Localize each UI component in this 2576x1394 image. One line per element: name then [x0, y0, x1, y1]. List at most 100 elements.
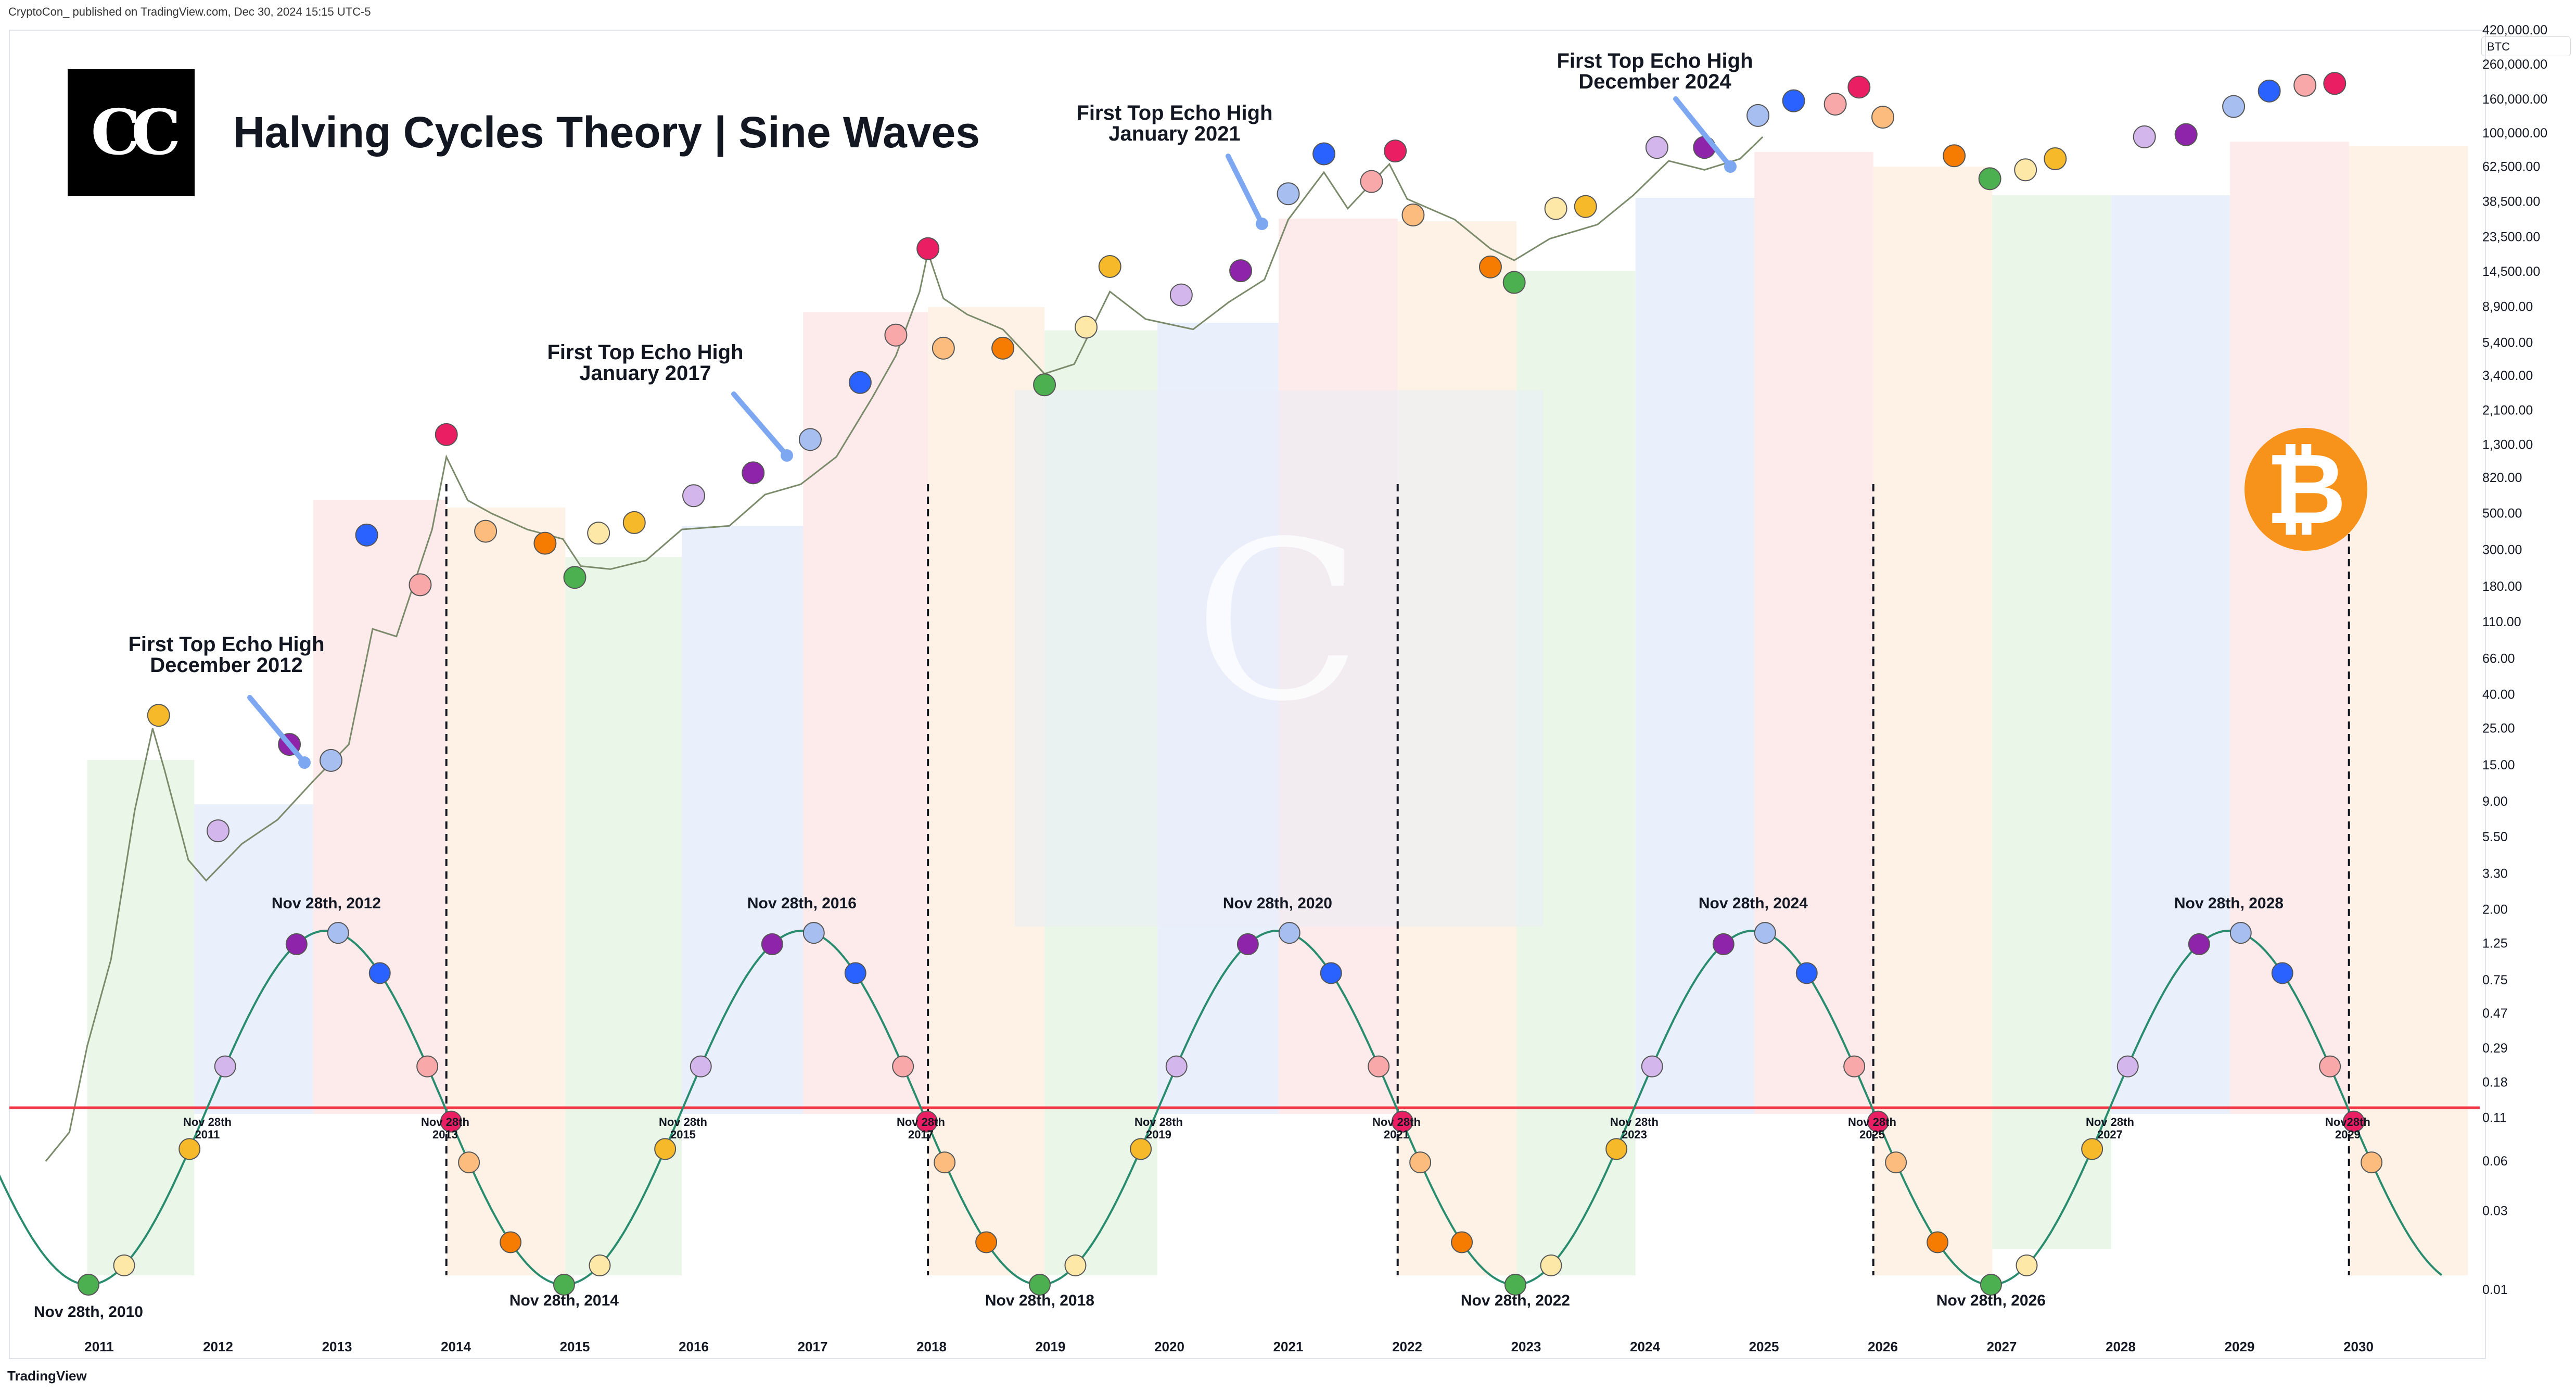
y-axis-tick: 9.00	[2482, 794, 2508, 809]
echo-label-2021: First Top Echo High January 2021	[1076, 103, 1272, 144]
sine-cycle-dot	[214, 1055, 236, 1078]
crossing-label-line2: 2013	[432, 1128, 458, 1141]
sine-cycle-dot	[1409, 1151, 1432, 1174]
sine-cycle-dot	[2342, 1110, 2365, 1133]
y-axis-tick: 0.06	[2482, 1154, 2508, 1169]
y-axis-tick: 300.00	[2482, 543, 2522, 557]
sine-trough-label: Nov 28th, 2026	[1936, 1292, 2046, 1309]
price-cycle-dot	[622, 511, 646, 534]
y-axis-tick: 100,000.00	[2482, 126, 2547, 141]
price-cycle-dot	[1823, 92, 1847, 116]
x-axis-tick: 2015	[560, 1339, 590, 1354]
echo-label-line1: First Top Echo High	[1557, 49, 1753, 72]
x-axis-tick: 2013	[322, 1339, 352, 1354]
price-cycle-dot	[2293, 73, 2317, 97]
price-cycle-dot	[1401, 203, 1425, 226]
sine-cycle-dot	[690, 1055, 712, 1078]
price-cycle-dot	[563, 566, 586, 589]
crossing-label-line2: 2015	[670, 1128, 696, 1141]
price-cycle-dot	[474, 519, 498, 543]
sine-trough-label: Nov 28th, 2018	[985, 1292, 1094, 1309]
cycle-zone	[2349, 146, 2468, 1275]
price-cycle-dot	[1360, 170, 1383, 193]
x-axis-tick: 2024	[1630, 1339, 1660, 1354]
sine-cycle-dot	[2319, 1055, 2341, 1078]
crossing-label-line1: Nov 28th	[2086, 1116, 2134, 1129]
y-axis-tick: 23,500.00	[2482, 230, 2540, 245]
sine-cycle-dot	[1236, 933, 1259, 955]
y-axis-tick: 0.03	[2482, 1204, 2508, 1219]
y-axis-tick: 2.00	[2482, 903, 2508, 917]
crossing-label-line1: Nov28th	[2325, 1116, 2370, 1129]
y-axis-tick: 180.00	[2482, 579, 2522, 594]
echo-label-line2: December 2024	[1578, 70, 1731, 93]
echo-arrow	[1226, 154, 1265, 226]
echo-label-2024: First Top Echo High December 2024	[1557, 50, 1753, 92]
price-cycle-dot	[1574, 195, 1597, 218]
sine-cycle-dot	[1867, 1110, 1889, 1133]
echo-label-line1: First Top Echo High	[547, 341, 744, 364]
price-cycle-dot	[1871, 106, 1894, 129]
echo-label-line1: First Top Echo High	[1076, 102, 1273, 124]
cycle-zone	[1754, 152, 1873, 1114]
sine-cycle-dot	[1885, 1151, 1907, 1174]
crossing-label-line1: Nov 28th	[421, 1116, 469, 1129]
price-cycle-dot	[1075, 315, 1098, 339]
cycle-zone	[446, 508, 566, 1275]
x-axis-tick: 2018	[916, 1339, 947, 1354]
price-cycle-dot	[1943, 144, 1966, 168]
echo-label-2017: First Top Echo High January 2017	[547, 342, 743, 384]
sine-cycle-dot	[2271, 962, 2293, 984]
sine-cycle-dot	[1795, 962, 1818, 984]
x-axis-tick: 2017	[798, 1339, 828, 1354]
sine-cycle-dot	[1641, 1055, 1663, 1078]
sine-peak-label: Nov 28th, 2016	[747, 895, 857, 912]
sine-cycle-dot	[1540, 1254, 1562, 1276]
echo-arrow-head	[1256, 218, 1268, 230]
price-cycle-dot	[2044, 147, 2067, 171]
y-axis-tick: 2,100.00	[2482, 403, 2533, 417]
price-cycle-dot	[147, 704, 170, 727]
y-axis-tick: 0.47	[2482, 1006, 2508, 1021]
echo-arrow	[247, 695, 307, 765]
y-axis-tick: 1.25	[2482, 936, 2508, 951]
echo-arrow	[1673, 96, 1733, 169]
x-axis-tick: 2016	[679, 1339, 709, 1354]
y-axis-tick: 1,300.00	[2482, 438, 2533, 452]
crossing-label-line1: Nov 28th	[1372, 1116, 1421, 1129]
price-line	[45, 136, 1764, 1162]
echo-label-line2: January 2017	[579, 362, 711, 385]
price-cycle-dot	[207, 819, 229, 843]
sine-cycle-dot	[1064, 1254, 1087, 1276]
echo-arrow	[731, 391, 789, 458]
cycle-zone	[313, 500, 447, 1114]
x-axis-tick: 2019	[1036, 1339, 1066, 1354]
y-axis-tick: 0.29	[2482, 1041, 2508, 1056]
sine-cycle-dot	[1391, 1110, 1413, 1133]
crossing-label-line2: 2027	[2097, 1128, 2123, 1141]
price-cycle-dot	[2133, 125, 2156, 148]
y-axis-tick: 500.00	[2482, 506, 2522, 521]
y-axis-tick: 38,500.00	[2482, 194, 2540, 209]
ticker-badge[interactable]: BTC	[2481, 36, 2571, 56]
cycle-zone	[1635, 198, 1755, 1114]
y-axis-tick: 25.00	[2482, 721, 2515, 736]
price-cycle-dot	[916, 237, 940, 260]
sine-cycle-dot	[1980, 1274, 2002, 1296]
crossing-label-line1: Nov 28th	[1134, 1116, 1183, 1129]
sine-cycle-dot	[892, 1055, 914, 1078]
price-cycle-dot	[742, 461, 765, 485]
cycle-zone	[1992, 195, 2111, 1249]
y-axis-tick: 0.75	[2482, 973, 2508, 987]
price-cycle-dot	[1384, 140, 1407, 163]
sine-cycle-dot	[2116, 1055, 2139, 1078]
sine-cycle-dot	[113, 1254, 135, 1276]
sine-cycle-dot	[1754, 922, 1776, 944]
crossing-label-line2: 2021	[1384, 1128, 1409, 1141]
y-axis-tick: 3,400.00	[2482, 369, 2533, 383]
y-axis-tick: 820.00	[2482, 471, 2522, 485]
